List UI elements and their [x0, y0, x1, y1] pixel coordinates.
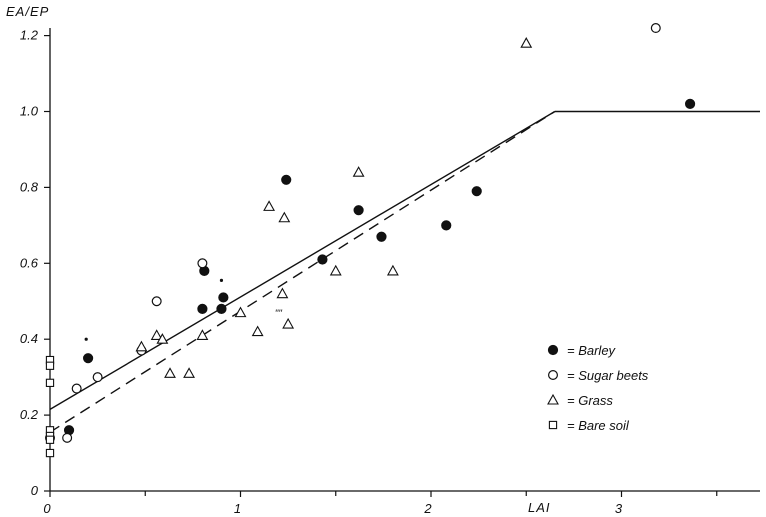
barley-point — [83, 353, 94, 364]
axes-group: 0 0.2 0.4 0.6 0.8 1.0 1.2 0 1 2 3 — [20, 28, 760, 516]
y-tick-label: 1.2 — [20, 28, 39, 43]
grass-point — [386, 264, 399, 276]
barley-point — [218, 292, 229, 303]
sugar-beets-point — [650, 23, 661, 34]
bare-soil-point — [45, 448, 55, 458]
barley-point — [216, 303, 227, 314]
barley-point — [376, 231, 387, 242]
legend-label: = Bare soil — [567, 418, 630, 433]
legend-label: = Grass — [567, 393, 613, 408]
y-tick-label: 0 — [31, 483, 39, 498]
grass-point — [156, 333, 169, 344]
grass-point — [183, 367, 195, 378]
y-tick-label: 0.4 — [20, 331, 38, 346]
barley-point — [317, 254, 328, 265]
grass-point — [164, 367, 176, 378]
barley-point — [197, 303, 208, 314]
x-axis-title: LAI — [528, 500, 551, 515]
grass-point — [352, 166, 365, 177]
grass-point — [150, 329, 163, 340]
x-tick-label: 2 — [423, 501, 432, 516]
sugar-beets-point — [151, 296, 162, 307]
barley-point — [281, 174, 292, 185]
bare-soil-point — [45, 435, 55, 444]
x-tick-label: 0 — [43, 501, 51, 516]
y-tick-label: 0.6 — [20, 255, 39, 270]
sugar-beets-point — [71, 383, 82, 394]
y-tick-label: 0.8 — [20, 179, 39, 194]
stray-marks-group: "" — [84, 278, 283, 341]
grass-point — [263, 200, 276, 211]
grass-point — [196, 329, 209, 340]
grass-point — [251, 325, 264, 337]
bare-soil-point — [45, 361, 55, 370]
grass-point — [234, 306, 247, 318]
barley-point — [441, 220, 452, 231]
x-tick-label: 1 — [234, 501, 241, 516]
y-axis-title: EA/EP — [6, 4, 49, 19]
grass-point — [282, 317, 295, 329]
sugar-beets-point — [92, 372, 103, 383]
legend-label: = Barley — [567, 343, 617, 358]
barley-point — [684, 98, 696, 110]
dashed-regression-line — [49, 110, 556, 433]
stray-dot — [84, 337, 88, 341]
legend-marker — [548, 420, 558, 430]
legend-marker — [547, 370, 558, 381]
barley-point — [471, 186, 482, 197]
legend-marker — [547, 344, 559, 356]
grass-point — [520, 37, 533, 48]
grass-point — [276, 287, 289, 299]
sugar-beets-point — [62, 432, 73, 443]
x-tick-label: 3 — [615, 501, 623, 516]
barley-point — [353, 205, 364, 216]
legend: = Barley = Sugar beets = Grass = Bare soil — [547, 343, 649, 433]
legend-label: = Sugar beets — [567, 368, 649, 383]
y-tick-label: 1.0 — [20, 104, 39, 119]
stray-mark: "" — [275, 308, 283, 319]
sugar-beets-point — [197, 258, 208, 269]
grass-point — [278, 211, 291, 223]
grass-point — [329, 264, 342, 276]
stray-dot — [219, 278, 224, 282]
fit-lines-group — [49, 110, 760, 433]
y-tick-label: 0.2 — [20, 407, 39, 422]
legend-marker — [547, 393, 559, 405]
grass-point — [135, 340, 148, 352]
solid-regression-line — [49, 110, 556, 411]
data-points-group — [44, 23, 696, 458]
bare-soil-point — [45, 378, 55, 387]
